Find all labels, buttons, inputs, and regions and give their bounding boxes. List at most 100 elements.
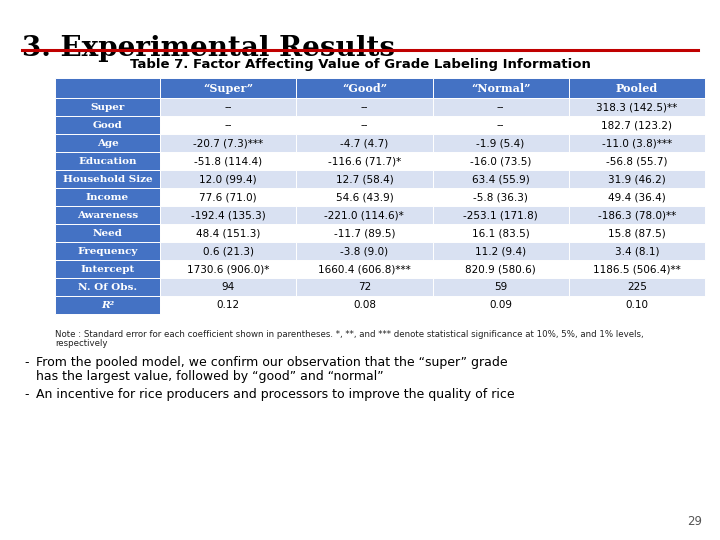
Bar — [55, 224, 160, 242]
Bar — [296, 260, 433, 278]
Text: -11.7 (89.5): -11.7 (89.5) — [333, 228, 395, 238]
Text: Good: Good — [93, 120, 122, 130]
Bar — [296, 98, 433, 116]
Bar — [569, 296, 705, 314]
Bar — [433, 224, 569, 242]
Text: Income: Income — [86, 192, 129, 201]
Text: Super: Super — [90, 103, 125, 111]
Text: 63.4 (55.9): 63.4 (55.9) — [472, 174, 529, 184]
Bar — [433, 170, 569, 188]
Text: Education: Education — [78, 157, 137, 165]
Text: 225: 225 — [627, 282, 647, 292]
Text: --: -- — [361, 102, 368, 112]
Bar — [160, 98, 296, 116]
Text: 29: 29 — [687, 515, 702, 528]
Text: -: - — [24, 388, 29, 401]
Bar — [160, 152, 296, 170]
Bar — [296, 296, 433, 314]
Bar — [433, 98, 569, 116]
Text: 1660.4 (606.8)***: 1660.4 (606.8)*** — [318, 264, 410, 274]
Text: -56.8 (55.7): -56.8 (55.7) — [606, 156, 667, 166]
Text: Frequency: Frequency — [77, 246, 138, 255]
Text: 15.8 (87.5): 15.8 (87.5) — [608, 228, 666, 238]
Text: Age: Age — [96, 138, 118, 147]
Bar — [433, 116, 569, 134]
Bar — [160, 188, 296, 206]
Bar — [296, 206, 433, 224]
Bar — [160, 206, 296, 224]
Bar — [296, 116, 433, 134]
Bar — [569, 224, 705, 242]
Text: 59: 59 — [494, 282, 508, 292]
Bar — [569, 188, 705, 206]
Bar — [55, 296, 160, 314]
Text: 182.7 (123.2): 182.7 (123.2) — [601, 120, 672, 130]
Bar — [160, 296, 296, 314]
Text: -20.7 (7.3)***: -20.7 (7.3)*** — [193, 138, 264, 148]
Text: -253.1 (171.8): -253.1 (171.8) — [463, 210, 538, 220]
Text: 31.9 (46.2): 31.9 (46.2) — [608, 174, 666, 184]
Bar — [55, 98, 160, 116]
Text: 0.08: 0.08 — [353, 300, 376, 310]
Text: 72: 72 — [358, 282, 371, 292]
Text: Household Size: Household Size — [63, 174, 153, 184]
Text: --: -- — [225, 102, 232, 112]
Bar — [296, 242, 433, 260]
Text: 1730.6 (906.0)*: 1730.6 (906.0)* — [187, 264, 269, 274]
Text: 77.6 (71.0): 77.6 (71.0) — [199, 192, 257, 202]
Bar — [433, 296, 569, 314]
Text: Intercept: Intercept — [81, 265, 135, 273]
Text: 0.09: 0.09 — [489, 300, 512, 310]
Text: -192.4 (135.3): -192.4 (135.3) — [191, 210, 266, 220]
Text: 0.12: 0.12 — [217, 300, 240, 310]
Text: 11.2 (9.4): 11.2 (9.4) — [475, 246, 526, 256]
Text: -51.8 (114.4): -51.8 (114.4) — [194, 156, 262, 166]
Bar — [160, 134, 296, 152]
Bar — [433, 242, 569, 260]
Text: --: -- — [361, 120, 368, 130]
Bar — [569, 152, 705, 170]
Text: “Normal”: “Normal” — [471, 83, 531, 93]
Bar — [160, 224, 296, 242]
Text: -3.8 (9.0): -3.8 (9.0) — [341, 246, 388, 256]
Bar — [55, 116, 160, 134]
Bar — [296, 224, 433, 242]
Text: --: -- — [497, 102, 505, 112]
Bar — [160, 170, 296, 188]
Bar — [55, 134, 160, 152]
Bar — [569, 206, 705, 224]
Text: Awareness: Awareness — [77, 211, 138, 219]
Text: An incentive for rice producers and processors to improve the quality of rice: An incentive for rice producers and proc… — [36, 388, 515, 401]
Bar — [569, 116, 705, 134]
Text: -221.0 (114.6)*: -221.0 (114.6)* — [325, 210, 404, 220]
Bar — [55, 78, 160, 98]
Text: 1186.5 (506.4)**: 1186.5 (506.4)** — [593, 264, 680, 274]
Bar — [433, 152, 569, 170]
Bar — [296, 78, 433, 98]
Text: 49.4 (36.4): 49.4 (36.4) — [608, 192, 666, 202]
Text: 3. Experimental Results: 3. Experimental Results — [22, 35, 395, 62]
Text: -16.0 (73.5): -16.0 (73.5) — [470, 156, 531, 166]
Text: 16.1 (83.5): 16.1 (83.5) — [472, 228, 529, 238]
Text: Note : Standard error for each coefficient shown in parentheses. *, **, and *** : Note : Standard error for each coefficie… — [55, 330, 644, 339]
Bar — [569, 278, 705, 296]
Bar — [160, 78, 296, 98]
Text: 12.7 (58.4): 12.7 (58.4) — [336, 174, 393, 184]
Bar — [569, 260, 705, 278]
Text: 48.4 (151.3): 48.4 (151.3) — [196, 228, 261, 238]
Bar — [569, 170, 705, 188]
Text: 0.10: 0.10 — [626, 300, 649, 310]
Bar — [296, 170, 433, 188]
Text: N. Of Obs.: N. Of Obs. — [78, 282, 137, 292]
Text: -5.8 (36.3): -5.8 (36.3) — [473, 192, 528, 202]
Bar — [160, 242, 296, 260]
Bar — [55, 152, 160, 170]
Text: -116.6 (71.7)*: -116.6 (71.7)* — [328, 156, 401, 166]
Text: -1.9 (5.4): -1.9 (5.4) — [477, 138, 525, 148]
Text: --: -- — [225, 120, 232, 130]
Bar — [433, 278, 569, 296]
Text: Table 7. Factor Affecting Value of Grade Labeling Information: Table 7. Factor Affecting Value of Grade… — [130, 58, 590, 71]
Text: -186.3 (78.0)**: -186.3 (78.0)** — [598, 210, 676, 220]
Bar — [569, 134, 705, 152]
Text: -4.7 (4.7): -4.7 (4.7) — [341, 138, 389, 148]
